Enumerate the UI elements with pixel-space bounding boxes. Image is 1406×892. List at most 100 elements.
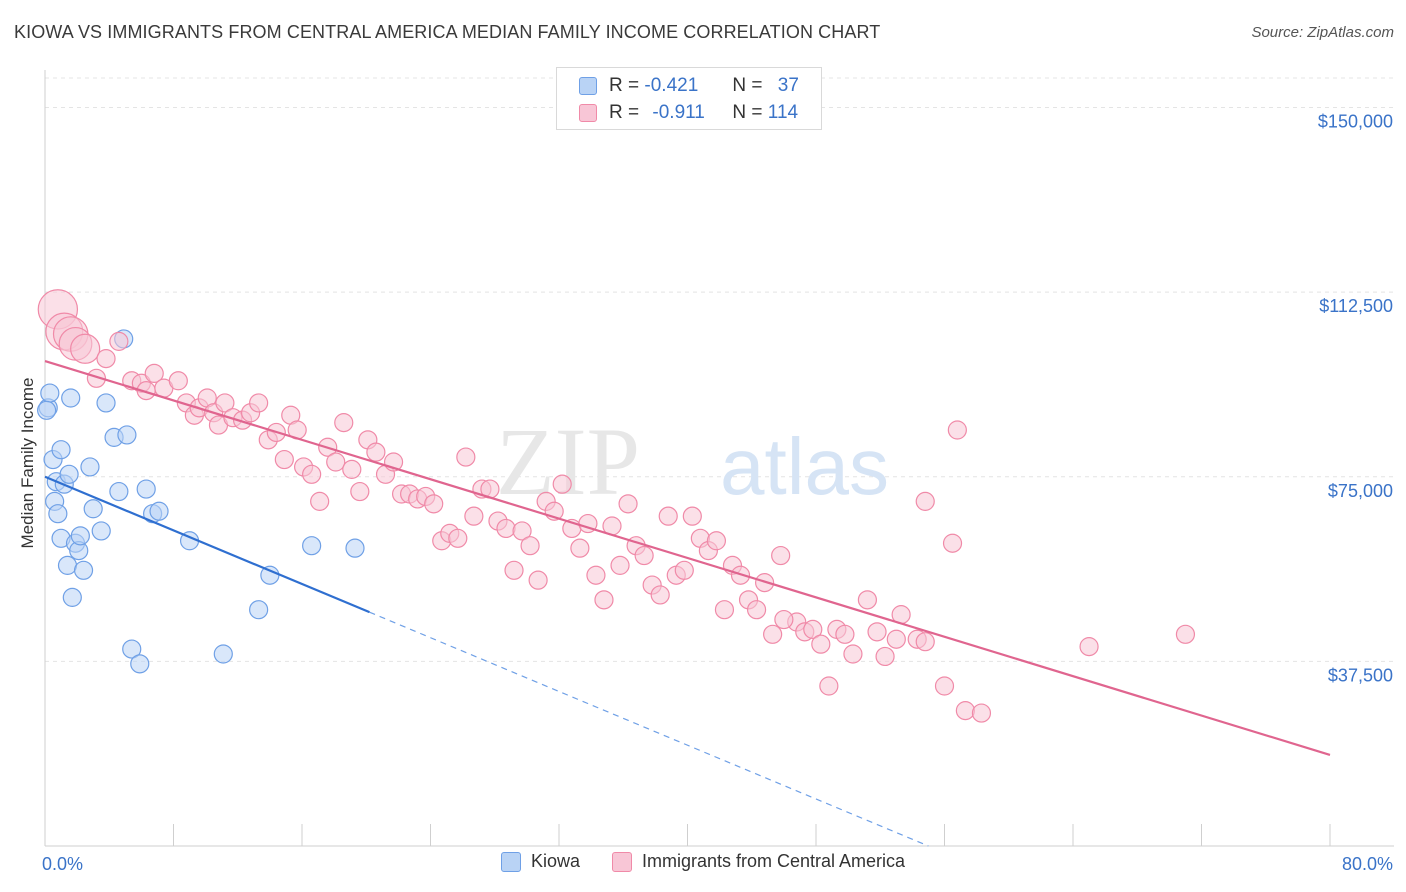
kiowa-point: [96, 393, 116, 413]
immigrants-point: [594, 590, 614, 610]
immigrants-point: [763, 624, 783, 644]
immigrants-point: [835, 624, 855, 644]
immigrants-point: [215, 393, 235, 413]
immigrants-point: [811, 634, 831, 654]
immigrants-point: [456, 447, 476, 467]
watermark: ZIP atlas: [496, 408, 889, 515]
kiowa-point: [91, 521, 111, 541]
immigrants-point: [971, 703, 992, 723]
legend-swatch-immigrants: [611, 851, 632, 872]
points-layer: [37, 289, 1196, 723]
kiowa-point: [122, 639, 142, 659]
immigrants-point: [857, 590, 878, 610]
kiowa-point: [59, 464, 79, 484]
legend-row-immigrants: R = -0.911 N = 114: [579, 100, 798, 126]
y-tick-label: $150,000: [1318, 112, 1393, 132]
immigrants-point: [70, 333, 101, 364]
immigrants-point: [774, 609, 794, 630]
immigrants-point: [650, 585, 670, 605]
kiowa-point: [57, 555, 78, 575]
r-value: -0.911: [652, 102, 705, 123]
kiowa-point: [83, 499, 103, 519]
immigrants-trend-line: [44, 360, 1331, 756]
immigrants-point: [552, 474, 572, 494]
kiowa-point: [70, 526, 90, 546]
immigrants-point: [520, 536, 540, 556]
kiowa-point: [117, 425, 137, 445]
immigrants-point: [96, 349, 116, 369]
immigrants-point: [586, 565, 606, 585]
kiowa-point: [149, 501, 169, 521]
kiowa-point: [213, 644, 233, 664]
n-value: 37: [777, 75, 799, 96]
r-label: R =: [609, 102, 640, 123]
n-label: N =: [732, 75, 763, 96]
legend-swatch-kiowa: [579, 77, 597, 95]
chart-title: KIOWA VS IMMIGRANTS FROM CENTRAL AMERICA…: [14, 22, 881, 42]
immigrants-point: [886, 629, 906, 649]
immigrants-point: [867, 622, 887, 642]
trend-layer: [44, 360, 1331, 847]
immigrants-point: [504, 560, 524, 580]
immigrants-point: [942, 533, 963, 553]
legend-swatch-kiowa: [500, 851, 521, 872]
kiowa-point: [80, 457, 100, 477]
immigrants-point: [144, 363, 164, 383]
immigrants-point: [350, 481, 370, 502]
immigrants-point: [326, 452, 346, 472]
kiowa-point: [40, 383, 60, 403]
r-value: -0.421: [644, 75, 699, 96]
immigrants-point: [934, 676, 955, 696]
correlation-legend: R = -0.421 N = 37 R = -0.911 N = 114: [556, 67, 822, 130]
immigrants-point: [570, 538, 590, 558]
immigrants-point: [334, 413, 354, 433]
immigrants-point: [302, 464, 322, 484]
immigrants-point: [682, 506, 702, 526]
immigrants-point: [1175, 624, 1196, 644]
immigrants-point: [746, 600, 767, 620]
grid-layer: [45, 77, 1394, 662]
immigrants-point: [448, 528, 468, 548]
immigrants-point: [771, 545, 791, 566]
kiowa-point: [136, 479, 156, 499]
immigrants-point: [274, 449, 294, 470]
legend-swatch-immigrants: [579, 104, 597, 122]
watermark-atlas: atlas: [720, 422, 889, 511]
immigrants-point: [342, 459, 362, 479]
y-tick-label: $75,000: [1328, 481, 1393, 501]
y-tick-label: $112,500: [1319, 296, 1393, 316]
legend-label-immigrants: Immigrants from Central America: [641, 851, 906, 871]
immigrants-point: [915, 491, 935, 511]
kiowa-point: [73, 560, 94, 580]
immigrants-point: [464, 506, 484, 526]
immigrants-point: [424, 494, 444, 514]
immigrants-point: [496, 518, 516, 539]
kiowa-point: [302, 536, 322, 556]
immigrants-point: [512, 521, 532, 541]
immigrants-point: [618, 494, 638, 514]
immigrants-point: [714, 600, 735, 620]
r-label: R =: [609, 75, 640, 96]
y-tick-label: $37,500: [1328, 665, 1393, 685]
immigrants-point: [634, 545, 654, 566]
immigrants-point: [249, 393, 269, 413]
n-label: N =: [732, 102, 763, 123]
immigrants-point: [915, 632, 935, 652]
source-label: Source: ZipAtlas.com: [1251, 24, 1394, 41]
immigrants-point: [86, 368, 107, 388]
kiowa-point: [51, 440, 71, 460]
series-legend: Kiowa Immigrants from Central America: [0, 851, 1406, 872]
immigrants-point: [366, 442, 386, 462]
kiowa-point: [109, 481, 129, 502]
immigrants-point: [310, 491, 330, 511]
kiowa-point: [62, 587, 82, 607]
immigrants-point: [528, 570, 548, 590]
immigrants-point: [803, 619, 823, 639]
kiowa-point: [37, 400, 57, 420]
legend-row-kiowa: R = -0.421 N = 37: [579, 73, 799, 99]
kiowa-point: [345, 538, 365, 558]
immigrants-point: [947, 420, 967, 440]
legend-label-kiowa: Kiowa: [530, 851, 580, 871]
x-tick-label: 0.0%: [42, 854, 83, 874]
